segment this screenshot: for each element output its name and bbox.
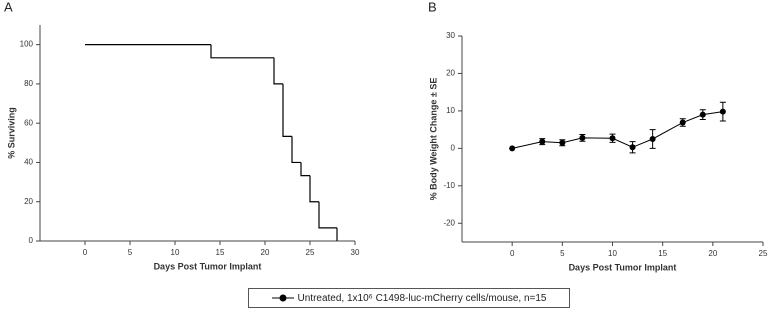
legend-label: Untreated, 1x10⁶ C1498-luc-mCherry cells… [297,292,547,304]
y-tick-label: 40 [24,158,33,167]
x-axis-label: Days Post Tumor Implant [569,262,677,272]
survival-step [291,136,301,164]
x-tick-label: 25 [759,249,768,258]
point [649,136,656,142]
y-tick-label: 20 [24,197,33,206]
x-tick-label: 25 [306,248,315,257]
point [539,138,546,145]
x-tick-label: 10 [171,248,180,257]
series-line [512,111,723,149]
survival-step [318,201,337,229]
x-tick-label: 30 [351,248,360,257]
point [559,139,566,146]
x-tick-label: 5 [128,248,133,257]
y-tick-label: 10 [446,106,455,115]
survival-step [273,57,283,85]
legend-marker [271,294,294,302]
y-tick-label: 100 [20,40,34,49]
x-tick-label: 0 [510,249,515,258]
point [629,144,636,151]
y-tick-label: 0 [29,236,34,245]
y-tick-label: -20 [443,218,455,227]
x-axis-label: Days Post Tumor Implant [154,261,262,271]
point [609,135,616,142]
survival-step [309,175,319,203]
y-axis-label: % Surviving [6,107,16,159]
x-tick-label: 15 [658,249,667,258]
survival-step [282,83,292,137]
y-axis-label: % Body Weight Change ± SE [428,78,438,201]
point [699,111,706,118]
x-tick-label: 0 [83,248,88,257]
point [679,119,686,126]
x-tick-label: 20 [261,248,270,257]
x-tick-label: 20 [708,249,717,258]
x-tick-label: 5 [560,249,565,258]
point [509,145,516,152]
panel-title: B [428,0,437,14]
y-tick-label: -10 [443,181,455,190]
point [719,108,726,115]
y-tick-label: 0 [451,143,456,152]
survival-step [210,44,274,59]
x-tick-label: 10 [608,249,617,258]
y-tick-label: 20 [446,69,455,78]
panel-title: A [4,0,13,14]
survival-step [300,162,310,177]
x-tick-label: 15 [216,248,225,257]
y-tick-label: 60 [24,118,33,127]
point [579,134,586,141]
y-tick-label: 80 [24,79,33,88]
legend: Untreated, 1x10⁶ C1498-luc-mCherry cells… [248,288,570,308]
y-tick-label: 30 [446,31,455,40]
